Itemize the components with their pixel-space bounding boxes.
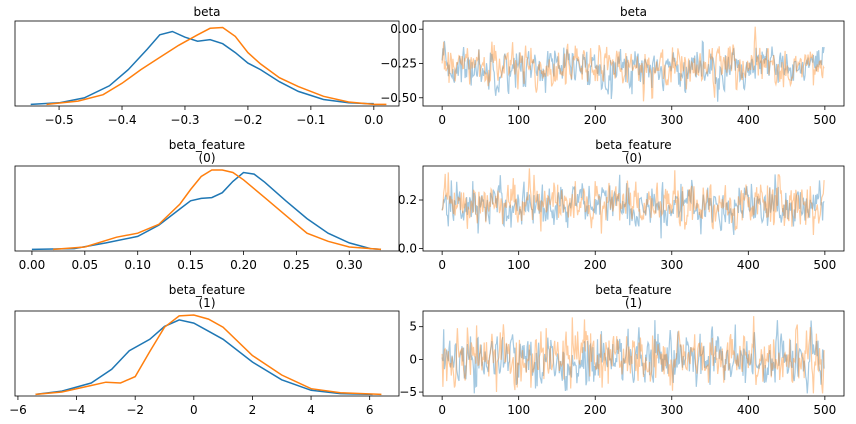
x-tick-label: −6	[9, 403, 27, 417]
plot-area	[441, 168, 825, 239]
x-tick-label: 2	[249, 403, 257, 417]
x-tick-label: 4	[307, 403, 315, 417]
y-tick-label: −5	[399, 385, 417, 399]
panel-subtitle: (0)	[199, 151, 216, 165]
y-tick-label: 5	[409, 320, 417, 334]
panel-title: beta_feature	[169, 283, 245, 297]
panel-subtitle: (0)	[625, 151, 642, 165]
x-tick-label: −4	[68, 403, 86, 417]
density-line-chain-0	[35, 319, 373, 396]
density-line-chain-1	[35, 314, 382, 396]
y-tick-label: 0	[409, 352, 417, 366]
x-tick-label: 0	[438, 403, 446, 417]
x-tick-label: 0.0	[364, 113, 383, 127]
x-tick-label: 100	[507, 113, 530, 127]
x-tick-label: −0.1	[296, 113, 325, 127]
x-tick-label: 400	[737, 403, 760, 417]
trace-line-chain-0	[441, 40, 825, 102]
x-tick-label: 100	[507, 403, 530, 417]
y-tick-label: −0.25	[380, 57, 417, 71]
y-tick-label: 0.00	[390, 22, 417, 36]
x-tick-label: 0.15	[177, 258, 204, 272]
trace-line-chain-1	[441, 26, 825, 102]
x-tick-label: 0.25	[283, 258, 310, 272]
density-line-chain-1	[46, 26, 387, 106]
x-tick-label: 400	[737, 113, 760, 127]
panel-title: beta	[620, 5, 647, 19]
panel-subtitle: (1)	[199, 296, 216, 310]
x-tick-label: −0.3	[170, 113, 199, 127]
x-tick-label: −0.4	[107, 113, 136, 127]
x-tick-label: 200	[584, 258, 607, 272]
x-tick-label: 500	[813, 113, 836, 127]
y-tick-label: −0.50	[380, 91, 417, 105]
panel-title: beta_feature	[169, 138, 245, 152]
x-tick-label: 500	[813, 403, 836, 417]
axes-frame	[14, 20, 400, 107]
x-tick-label: −0.5	[44, 113, 73, 127]
x-tick-label: 0	[190, 403, 198, 417]
plot-area	[441, 26, 825, 102]
trace-line-chain-1	[441, 168, 825, 236]
panel-title: beta_feature	[595, 138, 671, 152]
y-tick-label: 0.2	[398, 193, 417, 207]
x-tick-label: 500	[813, 258, 836, 272]
plot-area	[35, 314, 382, 396]
axes-frame	[422, 310, 845, 397]
density-line-chain-0	[30, 30, 374, 106]
panel-title: beta_feature	[595, 283, 671, 297]
y-tick-label: 0.0	[398, 242, 417, 256]
plot-area	[441, 316, 825, 394]
x-tick-label: 400	[737, 258, 760, 272]
x-tick-label: 300	[660, 258, 683, 272]
x-tick-label: 6	[366, 403, 374, 417]
density-line-chain-0	[31, 171, 382, 251]
x-tick-label: −0.2	[233, 113, 262, 127]
panel-5: beta_feature(1) 0 100 200 300 400 500 5 0 −5	[399, 283, 845, 417]
trace-line-chain-0	[441, 174, 825, 239]
panel-4: beta_feature(1) −6 −4 −2 0 2 4 6	[9, 283, 400, 417]
plot-area	[30, 26, 387, 106]
x-tick-label: 0.00	[19, 258, 46, 272]
axes-frame	[422, 165, 845, 252]
x-tick-label: 0.30	[336, 258, 363, 272]
x-tick-label: 0.10	[124, 258, 151, 272]
density-line-chain-1	[53, 169, 382, 251]
panel-0: beta −0.5 −0.4 −0.3 −0.2 −0.1 0.0	[14, 5, 400, 127]
x-tick-label: 200	[584, 113, 607, 127]
panel-title: beta	[193, 5, 220, 19]
axes-frame	[14, 165, 400, 252]
x-tick-label: 200	[584, 403, 607, 417]
x-tick-label: 0.20	[230, 258, 257, 272]
x-tick-label: 100	[507, 258, 530, 272]
x-tick-label: 0	[438, 113, 446, 127]
x-tick-label: 0.05	[71, 258, 98, 272]
x-tick-label: 0	[438, 258, 446, 272]
panel-2: beta_feature(0) 0.00 0.05 0.10 0.15 0.20 0.25 0…	[14, 138, 400, 272]
axes-frame	[14, 310, 400, 397]
panel-subtitle: (1)	[625, 296, 642, 310]
x-tick-label: 300	[660, 403, 683, 417]
trace-line-chain-0	[441, 320, 825, 394]
panel-1: beta 0 100 200 300 400 500 0.00 −0.25 −0.50	[380, 5, 845, 127]
panel-3: beta_feature(0) 0 100 200 300 400 500 0.0 0.2	[398, 138, 845, 272]
x-tick-label: −2	[126, 403, 144, 417]
x-tick-label: 300	[660, 113, 683, 127]
plot-area	[31, 169, 382, 251]
trace-line-chain-1	[441, 316, 825, 394]
